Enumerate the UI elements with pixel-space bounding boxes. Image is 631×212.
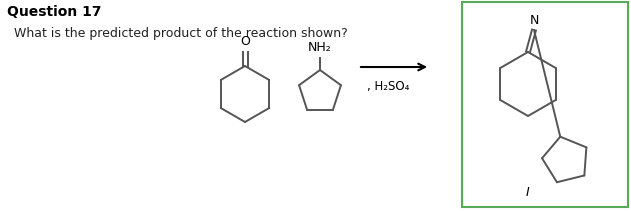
Text: NH₂: NH₂ — [308, 41, 332, 54]
Text: O: O — [240, 35, 250, 48]
Text: Question 17: Question 17 — [7, 5, 102, 19]
Text: N: N — [530, 14, 540, 27]
Text: What is the predicted product of the reaction shown?: What is the predicted product of the rea… — [14, 27, 348, 40]
Text: I: I — [526, 187, 530, 199]
Text: , H₂SO₄: , H₂SO₄ — [367, 80, 410, 93]
Bar — [462, 2, 628, 207]
